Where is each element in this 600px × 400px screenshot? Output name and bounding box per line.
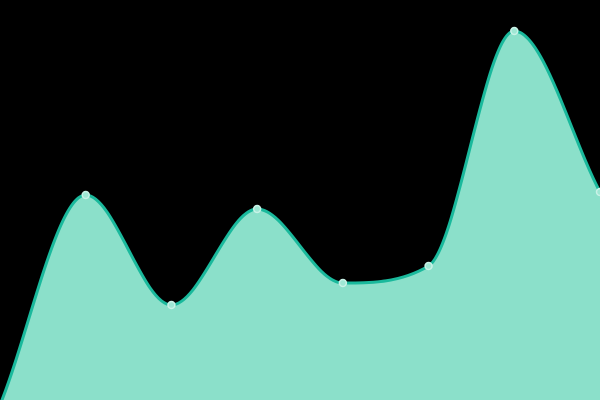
area-fill: [0, 31, 600, 400]
data-point-marker: [338, 278, 348, 288]
data-point-marker: [167, 300, 176, 310]
data-point-marker: [424, 261, 433, 271]
data-point-marker: [595, 187, 600, 197]
data-point-marker: [510, 26, 519, 36]
data-point-marker: [252, 204, 262, 214]
data-point-marker: [81, 190, 90, 200]
